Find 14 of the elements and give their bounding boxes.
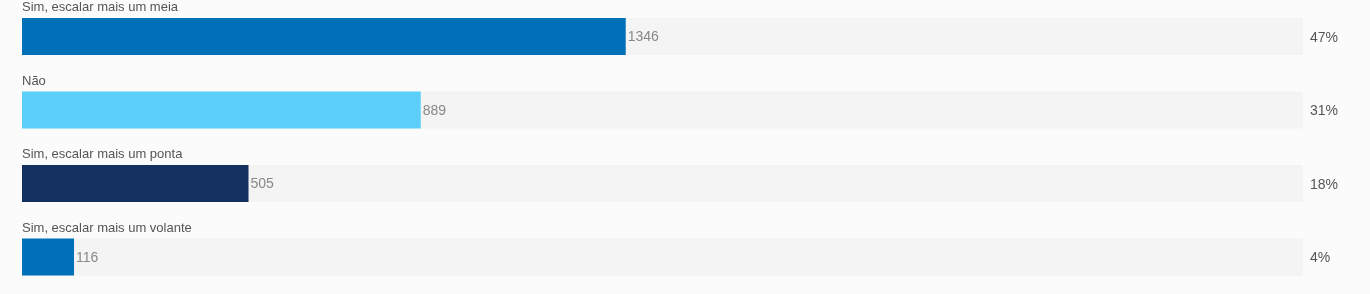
y-tick-label: Sim, escalar mais um ponta bbox=[22, 146, 184, 161]
text: 4% bbox=[1310, 249, 1331, 265]
bar bbox=[22, 238, 75, 276]
text: 47% bbox=[1310, 28, 1339, 45]
data-label: 889 bbox=[422, 101, 447, 118]
data-label: 116 bbox=[76, 248, 99, 265]
bar bbox=[22, 165, 249, 202]
text: 18% bbox=[1310, 175, 1339, 192]
y-tick-label: Não bbox=[22, 72, 46, 88]
y-tick-label: Sim, escalar mais um volante bbox=[22, 219, 192, 235]
data-label: 1346 bbox=[627, 28, 660, 45]
data-label: 505 bbox=[250, 175, 275, 192]
y-tick-label: Sim, escalar mais um meia bbox=[22, 0, 179, 14]
text: 31% bbox=[1310, 102, 1339, 118]
